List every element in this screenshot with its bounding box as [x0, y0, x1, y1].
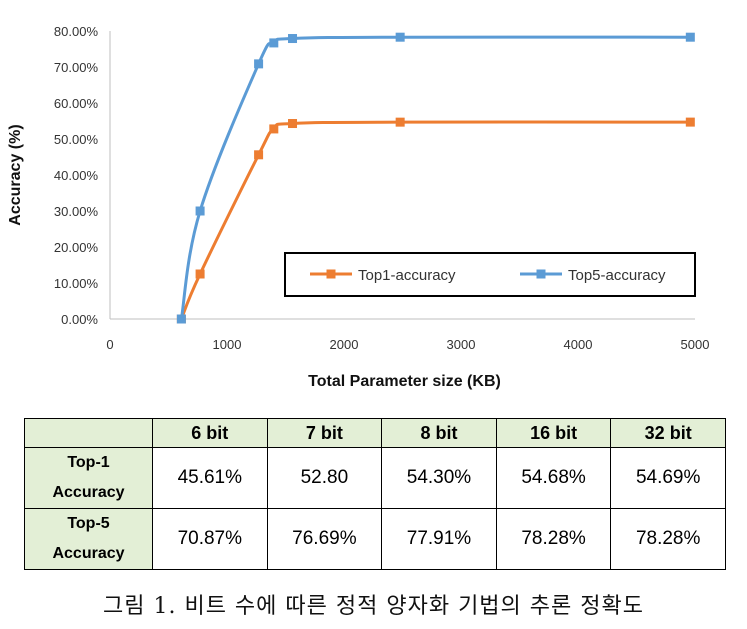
- table-cell: 54.30%: [381, 447, 497, 509]
- row-label-line2: Accuracy: [52, 545, 125, 562]
- table-row-top1: Top-1 Accuracy 45.61% 52.80 54.30% 54.68…: [24, 447, 726, 509]
- chart-svg: 0.00% 10.00% 20.00% 30.00% 40.00% 50.00% 60.00…: [7, 24, 709, 390]
- row-label-line2: Accuracy: [52, 484, 125, 501]
- legend-swatch-marker: [536, 269, 546, 279]
- series-point-2: [254, 59, 264, 69]
- y-tick-label: 70.00%: [54, 60, 99, 75]
- table-cell: 52.80: [266, 447, 383, 509]
- y-tick-label: 10.00%: [54, 276, 99, 291]
- chart-legend: Top1-accuracy Top5-accuracy: [284, 252, 696, 297]
- legend-label: Top1-accuracy: [358, 267, 456, 284]
- x-axis-title: Total Parameter size (KB): [308, 373, 501, 390]
- y-tick-label: 80.00%: [54, 24, 99, 39]
- table-row-top5: Top-5 Accuracy 70.87% 76.69% 77.91% 78.2…: [24, 508, 726, 570]
- accuracy-table: 6 bit 7 bit 8 bit 16 bit 32 bit Top-1 Ac…: [24, 418, 726, 570]
- row-label-top1: Top-1 Accuracy: [24, 447, 153, 509]
- series-point-1: [269, 124, 279, 134]
- series-point-1: [685, 117, 695, 127]
- series-point-1: [195, 269, 205, 279]
- table-cell: 45.61%: [152, 447, 268, 509]
- series-point-2: [195, 206, 205, 216]
- series-point-2: [395, 32, 405, 42]
- chart-axes: 0.00% 10.00% 20.00% 30.00% 40.00% 50.00% 60.00…: [7, 24, 709, 390]
- x-tick-label: 0: [106, 337, 113, 352]
- table-cell: 54.69%: [610, 447, 726, 509]
- row-label-line1: Top-5: [67, 515, 110, 532]
- table-cell: 54.68%: [495, 447, 612, 509]
- row-label-top5: Top-5 Accuracy: [24, 508, 153, 570]
- chart-series: [176, 32, 695, 324]
- header-32bit: 32 bit: [610, 418, 726, 448]
- x-tick-label: 4000: [564, 337, 593, 352]
- x-tick-label: 3000: [447, 337, 476, 352]
- header-6bit: 6 bit: [152, 418, 268, 448]
- legend-swatch-marker: [326, 269, 336, 279]
- x-tick-label: 5000: [681, 337, 710, 352]
- table-cell: 76.69%: [266, 508, 383, 570]
- legend-label: Top5-accuracy: [568, 267, 666, 284]
- header-7bit: 7 bit: [266, 418, 383, 448]
- accuracy-chart: 0.00% 10.00% 20.00% 30.00% 40.00% 50.00% 60.00…: [7, 24, 709, 390]
- series-point-2: [288, 34, 298, 44]
- series-point-1: [254, 150, 264, 160]
- table-corner-cell: [24, 418, 153, 448]
- x-tick-label: 1000: [213, 337, 242, 352]
- y-tick-label: 60.00%: [54, 96, 99, 111]
- table-cell: 78.28%: [495, 508, 612, 570]
- y-tick-label: 0.00%: [61, 312, 98, 327]
- header-16bit: 16 bit: [495, 418, 612, 448]
- y-tick-label: 50.00%: [54, 132, 99, 147]
- legend-box: [284, 252, 696, 297]
- table-header-row: 6 bit 7 bit 8 bit 16 bit 32 bit: [24, 418, 726, 448]
- figure-caption: 그림 1. 비트 수에 따른 정적 양자화 기법의 추론 정확도: [103, 594, 644, 619]
- y-tick-label: 20.00%: [54, 240, 99, 255]
- table-cell: 78.28%: [610, 508, 726, 570]
- series-point-2: [269, 38, 279, 48]
- table-cell: 77.91%: [381, 508, 497, 570]
- series-point-1: [288, 119, 298, 129]
- series-point-2: [176, 314, 186, 324]
- table-cell: 70.87%: [152, 508, 268, 570]
- series-point-1: [395, 117, 405, 127]
- row-label-line1: Top-1: [67, 454, 110, 471]
- y-axis-title: Accuracy (%): [7, 124, 24, 225]
- y-tick-label: 40.00%: [54, 168, 99, 183]
- x-tick-label: 2000: [330, 337, 359, 352]
- y-tick-label: 30.00%: [54, 204, 99, 219]
- header-8bit: 8 bit: [381, 418, 497, 448]
- series-point-2: [685, 32, 695, 42]
